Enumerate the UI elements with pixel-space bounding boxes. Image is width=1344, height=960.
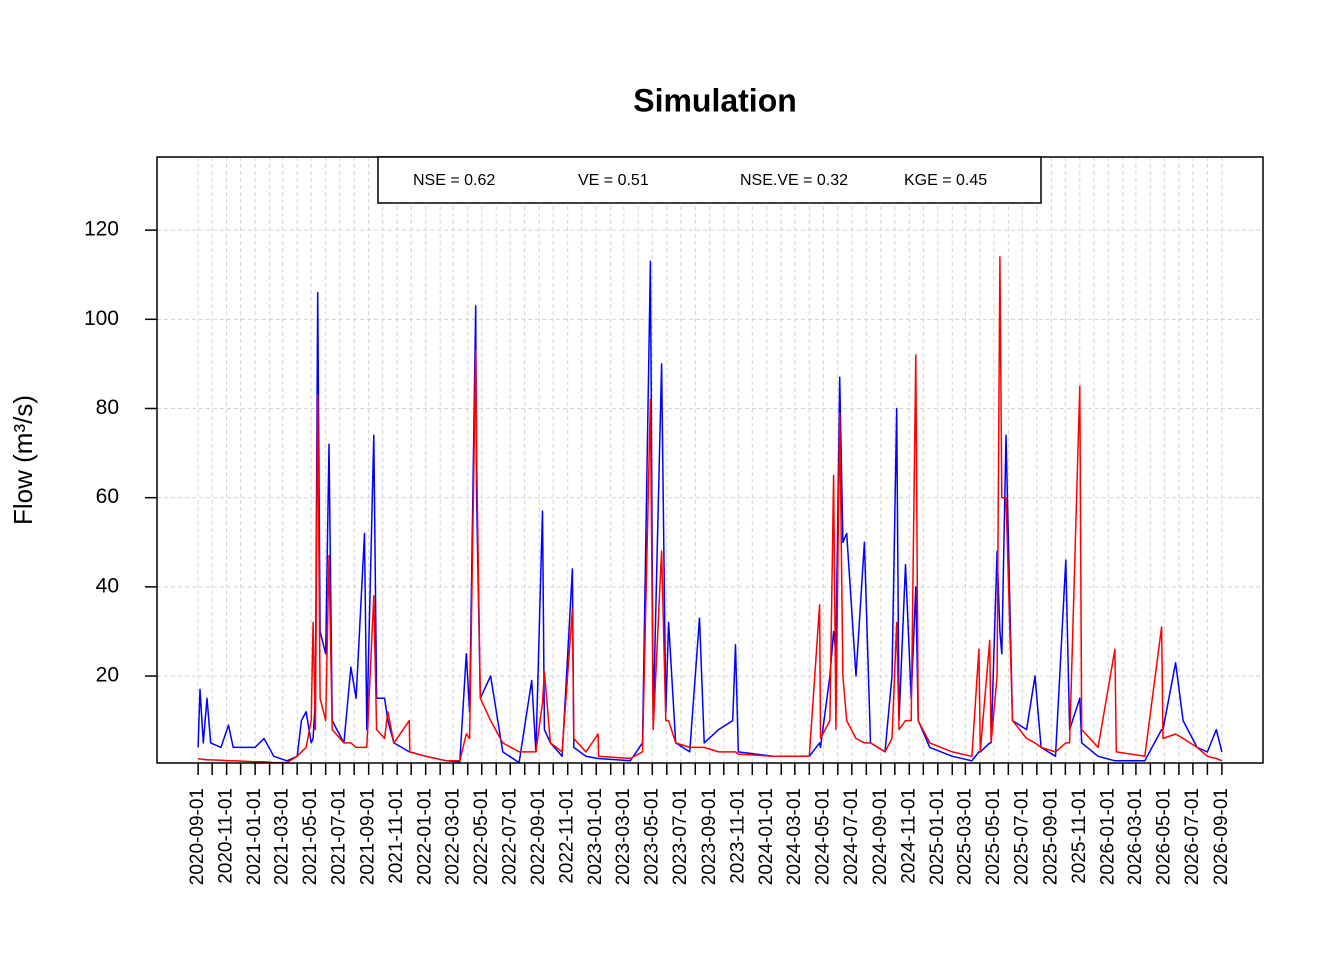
series-line — [197, 256, 1223, 764]
x-tick-label: 2022-03-01 — [442, 788, 463, 885]
x-tick-label: 2021-05-01 — [300, 788, 321, 885]
x-tick-label: 2025-09-01 — [1040, 788, 1061, 885]
y-tick-label: 40 — [96, 574, 119, 597]
x-tick-label: 2022-07-01 — [499, 788, 520, 885]
y-axis-label: Flow (m³/s) — [8, 395, 38, 525]
x-tick-label: 2022-05-01 — [471, 788, 492, 885]
x-tick-label: 2024-07-01 — [841, 788, 862, 885]
x-tick-label: 2021-03-01 — [272, 788, 293, 885]
x-tick-label: 2026-01-01 — [1097, 788, 1118, 885]
x-tick-label: 2023-01-01 — [585, 788, 606, 885]
x-tick-label: 2025-01-01 — [927, 788, 948, 885]
stat-kge: KGE = 0.45 — [904, 172, 987, 189]
x-tick-label: 2021-11-01 — [386, 788, 407, 884]
x-tick-label: 2026-05-01 — [1153, 788, 1174, 885]
x-tick-label: 2024-03-01 — [784, 788, 805, 885]
x-tick-label: 2021-09-01 — [358, 788, 379, 885]
series-line — [197, 260, 1223, 764]
chart-title: Simulation — [633, 82, 797, 118]
x-tick-label: 2023-05-01 — [641, 788, 662, 885]
x-tick-label: 2026-09-01 — [1211, 788, 1232, 885]
x-tick-label: 2025-05-01 — [983, 788, 1004, 885]
x-tick-label: 2025-03-01 — [954, 788, 975, 885]
x-tick-label: 2020-09-01 — [187, 788, 208, 885]
x-tick-label: 2026-03-01 — [1125, 788, 1146, 885]
x-tick-label: 2024-01-01 — [756, 788, 777, 885]
y-tick-label: 80 — [96, 396, 119, 419]
y-tick-label: 100 — [84, 307, 119, 330]
x-tick-label: 2025-07-01 — [1011, 788, 1032, 885]
x-tick-label: 2023-03-01 — [613, 788, 634, 885]
x-tick-label: 2025-11-01 — [1069, 788, 1090, 884]
x-tick-label: 2024-11-01 — [898, 788, 919, 884]
plot-lines — [197, 256, 1223, 764]
x-tick-label: 2023-11-01 — [727, 788, 748, 884]
stat-nse: NSE = 0.62 — [413, 172, 495, 189]
x-tick-label: 2022-01-01 — [415, 788, 436, 885]
y-tick-label: 120 — [84, 218, 119, 241]
x-tick-label: 2022-09-01 — [528, 788, 549, 885]
y-tick-label: 20 — [96, 664, 119, 687]
x-tick-label: 2026-07-01 — [1182, 788, 1203, 885]
x-tick-label: 2024-09-01 — [870, 788, 891, 885]
y-tick-label: 60 — [96, 485, 119, 508]
x-tick-label: 2021-07-01 — [329, 788, 350, 885]
stat-nse-ve: NSE.VE = 0.32 — [740, 172, 848, 189]
x-tick-label: 2022-11-01 — [557, 788, 578, 884]
x-tick-label: 2024-05-01 — [812, 788, 833, 885]
x-tick-label: 2023-07-01 — [670, 788, 691, 885]
stats-box — [377, 156, 1042, 204]
x-tick-label: 2020-11-01 — [216, 788, 237, 884]
x-tick-label: 2023-09-01 — [699, 788, 720, 885]
grid — [157, 157, 1263, 763]
stat-ve: VE = 0.51 — [578, 172, 649, 189]
x-tick-label: 2021-01-01 — [244, 788, 265, 885]
